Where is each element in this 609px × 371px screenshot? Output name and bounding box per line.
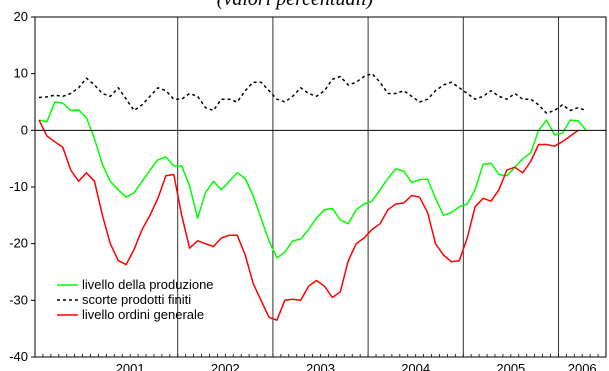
- legend-label: livello della produzione: [82, 277, 214, 292]
- axes: -40 -30 -20 -10 0 10 20 2001 2002 2003 2004 2005 200…: [9, 9, 607, 371]
- x-year-label: 2006: [568, 361, 597, 371]
- x-year-label: 2003: [306, 361, 335, 371]
- series-layer: [38, 72, 587, 321]
- y-tick-label: 0: [21, 122, 28, 137]
- legend-label: livello ordini generale: [82, 307, 204, 322]
- legend-label: scorte prodotti finiti: [82, 292, 191, 307]
- series-line: [38, 101, 587, 259]
- series-line: [38, 72, 587, 115]
- y-tick-label: 20: [14, 9, 28, 24]
- y-tick-label: -10: [9, 179, 28, 194]
- y-tick-label: 10: [14, 66, 28, 81]
- x-year-label: 2002: [211, 361, 240, 371]
- chart-title: (valori percentuali): [217, 0, 374, 10]
- y-tick-label: -20: [9, 236, 28, 251]
- x-year-label: 2005: [496, 361, 525, 371]
- y-tick-label: -30: [9, 292, 28, 307]
- year-gridlines: [177, 17, 559, 357]
- series-line: [38, 119, 579, 321]
- x-year-label: 2001: [116, 361, 145, 371]
- x-year-label: 2004: [401, 361, 430, 371]
- y-tick-label: -40: [9, 349, 28, 364]
